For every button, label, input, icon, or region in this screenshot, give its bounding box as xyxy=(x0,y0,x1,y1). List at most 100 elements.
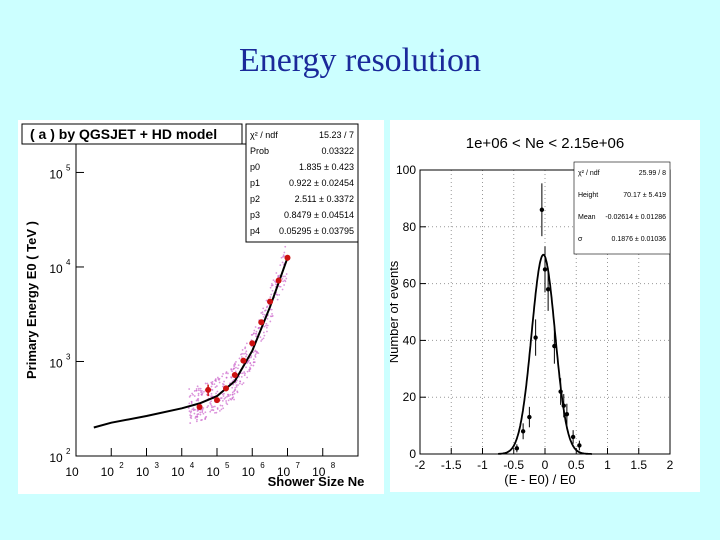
scatter-dot xyxy=(199,389,202,392)
scatter-dot xyxy=(271,284,274,287)
x-tick-label: -2 xyxy=(415,458,426,472)
scatter-dot xyxy=(231,393,234,396)
scatter-dot xyxy=(223,397,226,400)
scatter-dot xyxy=(210,385,213,388)
scatter-dot xyxy=(189,416,192,419)
scatter-dot xyxy=(190,400,193,403)
scatter-dot xyxy=(196,385,199,388)
scatter-dot xyxy=(261,338,264,341)
scatter-dot xyxy=(227,399,230,402)
scatter-dot xyxy=(260,312,263,314)
y-tick-exponent: 3 xyxy=(66,352,71,361)
simulated-events-cloud xyxy=(187,245,288,424)
scatter-dot xyxy=(206,406,209,409)
scatter-dot xyxy=(278,293,281,296)
scatter-dot xyxy=(244,372,246,375)
scatter-dot xyxy=(284,245,287,248)
scatter-dot xyxy=(201,390,203,392)
scatter-dot xyxy=(258,327,260,329)
scatter-dot xyxy=(279,285,282,288)
scatter-dot xyxy=(226,395,229,398)
stats-value: 0.1876 ± 0.01036 xyxy=(612,236,667,243)
scatter-dot xyxy=(235,366,237,369)
x-tick-label: 10 xyxy=(65,465,79,479)
scatter-dot xyxy=(231,391,234,394)
scatter-dot xyxy=(225,402,228,404)
scatter-dot xyxy=(221,399,224,402)
stats-value: 0.8479 ± 0.04514 xyxy=(284,210,354,220)
scatter-dot xyxy=(262,337,265,340)
x-tick-label: 10 xyxy=(101,465,115,479)
scatter-dot xyxy=(231,386,234,389)
x-axis-label: (E - E0) / E0 xyxy=(504,472,576,487)
scatter-dot xyxy=(263,313,266,316)
scatter-dot xyxy=(283,284,286,286)
x-tick-label: 2 xyxy=(667,458,674,472)
data-point xyxy=(222,385,229,392)
scatter-dot xyxy=(262,316,265,318)
scatter-dot xyxy=(189,414,192,417)
data-point xyxy=(533,335,538,340)
scatter-dot xyxy=(189,422,192,424)
scatter-dot xyxy=(192,409,195,412)
scatter-dot xyxy=(190,402,193,405)
scatter-dot xyxy=(254,356,257,358)
scatter-dot xyxy=(283,251,286,254)
scatter-dot xyxy=(220,397,223,399)
scatter-dot xyxy=(240,356,243,358)
scatter-dot xyxy=(235,360,237,363)
scatter-dot xyxy=(233,392,236,395)
scatter-dot xyxy=(199,411,202,414)
data-point xyxy=(545,287,551,292)
scatter-dot xyxy=(243,371,246,373)
y-tick-label: 40 xyxy=(403,333,417,347)
scatter-dot xyxy=(225,372,227,375)
scatter-dot xyxy=(204,382,207,385)
data-point xyxy=(196,403,203,410)
scatter-dot xyxy=(211,389,214,391)
y-tick-exponent: 5 xyxy=(66,163,71,172)
scatter-dot xyxy=(191,392,194,395)
scatter-dot xyxy=(238,357,241,360)
scatter-dot xyxy=(188,402,191,405)
scatter-dot xyxy=(281,261,284,264)
scatter-dot xyxy=(256,351,258,354)
scatter-dot xyxy=(193,395,196,397)
scatter-dot xyxy=(201,408,204,411)
scatter-dot xyxy=(188,388,191,390)
scatter-dot xyxy=(211,406,213,409)
scatter-dot xyxy=(280,256,283,259)
y-tick-exponent: 2 xyxy=(66,447,71,456)
scatter-dot xyxy=(262,331,265,334)
x-tick-exponent: 3 xyxy=(155,461,160,470)
x-tick-label: 10 xyxy=(312,465,326,479)
scatter-dot xyxy=(241,383,244,386)
scatter-dot xyxy=(229,393,232,396)
scatter-dot xyxy=(233,398,235,401)
scatter-dot xyxy=(281,277,284,280)
scatter-dot xyxy=(218,381,221,384)
scatter-dot xyxy=(214,386,217,389)
scatter-dot xyxy=(243,374,246,377)
scatter-dot xyxy=(266,305,269,308)
scatter-dot xyxy=(282,280,285,283)
scatter-dot xyxy=(230,368,233,370)
y-tick-label: 80 xyxy=(403,220,417,234)
scatter-dot xyxy=(195,389,198,392)
scatter-dot xyxy=(271,312,273,315)
data-point xyxy=(231,371,238,378)
scatter-dot xyxy=(245,355,247,358)
scatter-dot xyxy=(221,385,224,388)
scatter-dot xyxy=(247,361,249,363)
x-tick-label: -1 xyxy=(477,458,488,472)
fit-stats-box: χ² / ndf 25.99 / 8 Height 70.17 ± 5.419 Mean… xyxy=(573,161,671,255)
scatter-dot xyxy=(238,382,241,385)
scatter-dot xyxy=(196,398,199,401)
scatter-dot xyxy=(245,350,248,353)
scatter-dot xyxy=(188,410,191,413)
scatter-dot xyxy=(266,317,269,320)
scatter-dot xyxy=(221,375,224,378)
x-tick-label: -0.5 xyxy=(503,458,524,472)
scatter-dot xyxy=(192,407,195,410)
x-tick-exponent: 8 xyxy=(331,461,336,470)
